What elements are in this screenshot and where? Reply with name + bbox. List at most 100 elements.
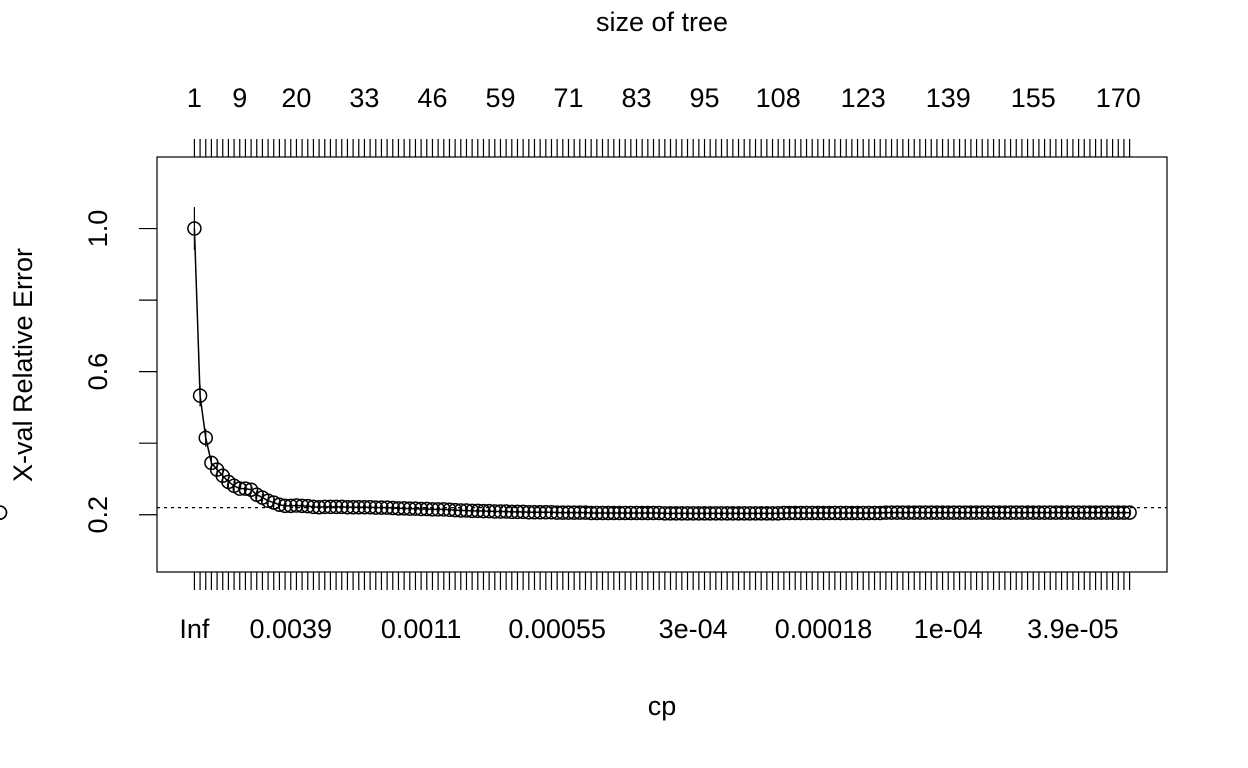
point — [974, 505, 990, 520]
point — [391, 501, 406, 516]
point — [714, 506, 729, 521]
point — [289, 498, 304, 513]
point — [0, 505, 8, 520]
point — [470, 503, 486, 519]
point — [657, 506, 673, 521]
point — [561, 505, 576, 520]
point — [799, 505, 814, 521]
point — [328, 499, 344, 515]
point — [277, 498, 293, 514]
x2-tick-label: 108 — [756, 83, 801, 113]
point — [521, 505, 537, 520]
point — [493, 504, 508, 519]
point — [782, 505, 797, 521]
point — [600, 505, 616, 521]
point — [487, 504, 503, 519]
point — [1003, 505, 1018, 520]
point — [1099, 505, 1115, 520]
point — [413, 501, 429, 517]
point — [725, 506, 741, 521]
point — [272, 497, 287, 512]
point — [1122, 505, 1137, 520]
point — [1082, 505, 1098, 520]
point — [192, 388, 208, 403]
point — [685, 506, 701, 521]
point — [464, 503, 480, 519]
point — [935, 505, 950, 520]
point — [923, 505, 939, 520]
point — [816, 505, 831, 521]
point — [1094, 505, 1109, 520]
x2-tick-label: 59 — [485, 83, 515, 113]
point — [566, 505, 582, 520]
x-tick-label: 1e-04 — [914, 614, 983, 644]
point — [702, 506, 718, 521]
point — [612, 505, 627, 521]
y-tick-label: 0.2 — [83, 496, 113, 534]
point — [878, 505, 894, 520]
point — [861, 505, 877, 521]
point — [538, 505, 554, 520]
point — [957, 505, 973, 520]
point — [1065, 505, 1081, 520]
point — [430, 502, 446, 517]
chart-title: size of tree — [596, 7, 728, 37]
point — [991, 505, 1007, 520]
point — [674, 506, 690, 521]
point — [691, 506, 707, 521]
x-tick-label: Inf — [179, 614, 210, 644]
point — [436, 502, 452, 517]
point — [476, 503, 491, 519]
point — [425, 502, 440, 517]
point — [668, 506, 684, 521]
point — [889, 505, 905, 520]
point — [1048, 505, 1064, 520]
point — [572, 505, 588, 520]
point — [867, 505, 882, 521]
x2-tick-label: 9 — [232, 83, 247, 113]
x-tick-label: 0.00055 — [508, 614, 606, 644]
point — [1031, 505, 1047, 520]
point — [1059, 505, 1075, 520]
point — [515, 504, 531, 520]
point — [481, 503, 497, 519]
point — [997, 505, 1013, 520]
point — [895, 505, 911, 520]
point — [419, 501, 435, 517]
y-tick-label: 0.6 — [83, 353, 113, 391]
point — [402, 501, 418, 516]
point — [850, 505, 865, 521]
point — [838, 505, 854, 521]
point — [549, 505, 565, 520]
point — [1088, 505, 1103, 520]
point — [708, 506, 724, 521]
point — [629, 505, 644, 521]
point — [810, 505, 826, 521]
x-axis-label: cp — [648, 691, 677, 721]
point — [198, 430, 213, 446]
point — [952, 505, 967, 520]
point — [606, 505, 622, 521]
x2-tick-label: 139 — [926, 83, 971, 113]
series-line — [193, 228, 1130, 515]
point — [980, 505, 996, 520]
point — [232, 481, 247, 496]
point — [442, 502, 457, 517]
y-tick-label: 1.0 — [83, 210, 113, 248]
point — [759, 506, 775, 521]
point — [940, 505, 956, 520]
point — [1020, 505, 1035, 520]
point — [986, 505, 1001, 520]
point — [379, 500, 395, 515]
x2-tick-label: 33 — [349, 83, 379, 113]
point — [906, 505, 922, 520]
point — [623, 505, 639, 521]
point — [362, 499, 378, 515]
x-tick-label: 3e-04 — [659, 614, 728, 644]
point — [238, 481, 253, 496]
point — [646, 505, 661, 521]
point — [453, 503, 469, 518]
point — [1054, 505, 1069, 520]
